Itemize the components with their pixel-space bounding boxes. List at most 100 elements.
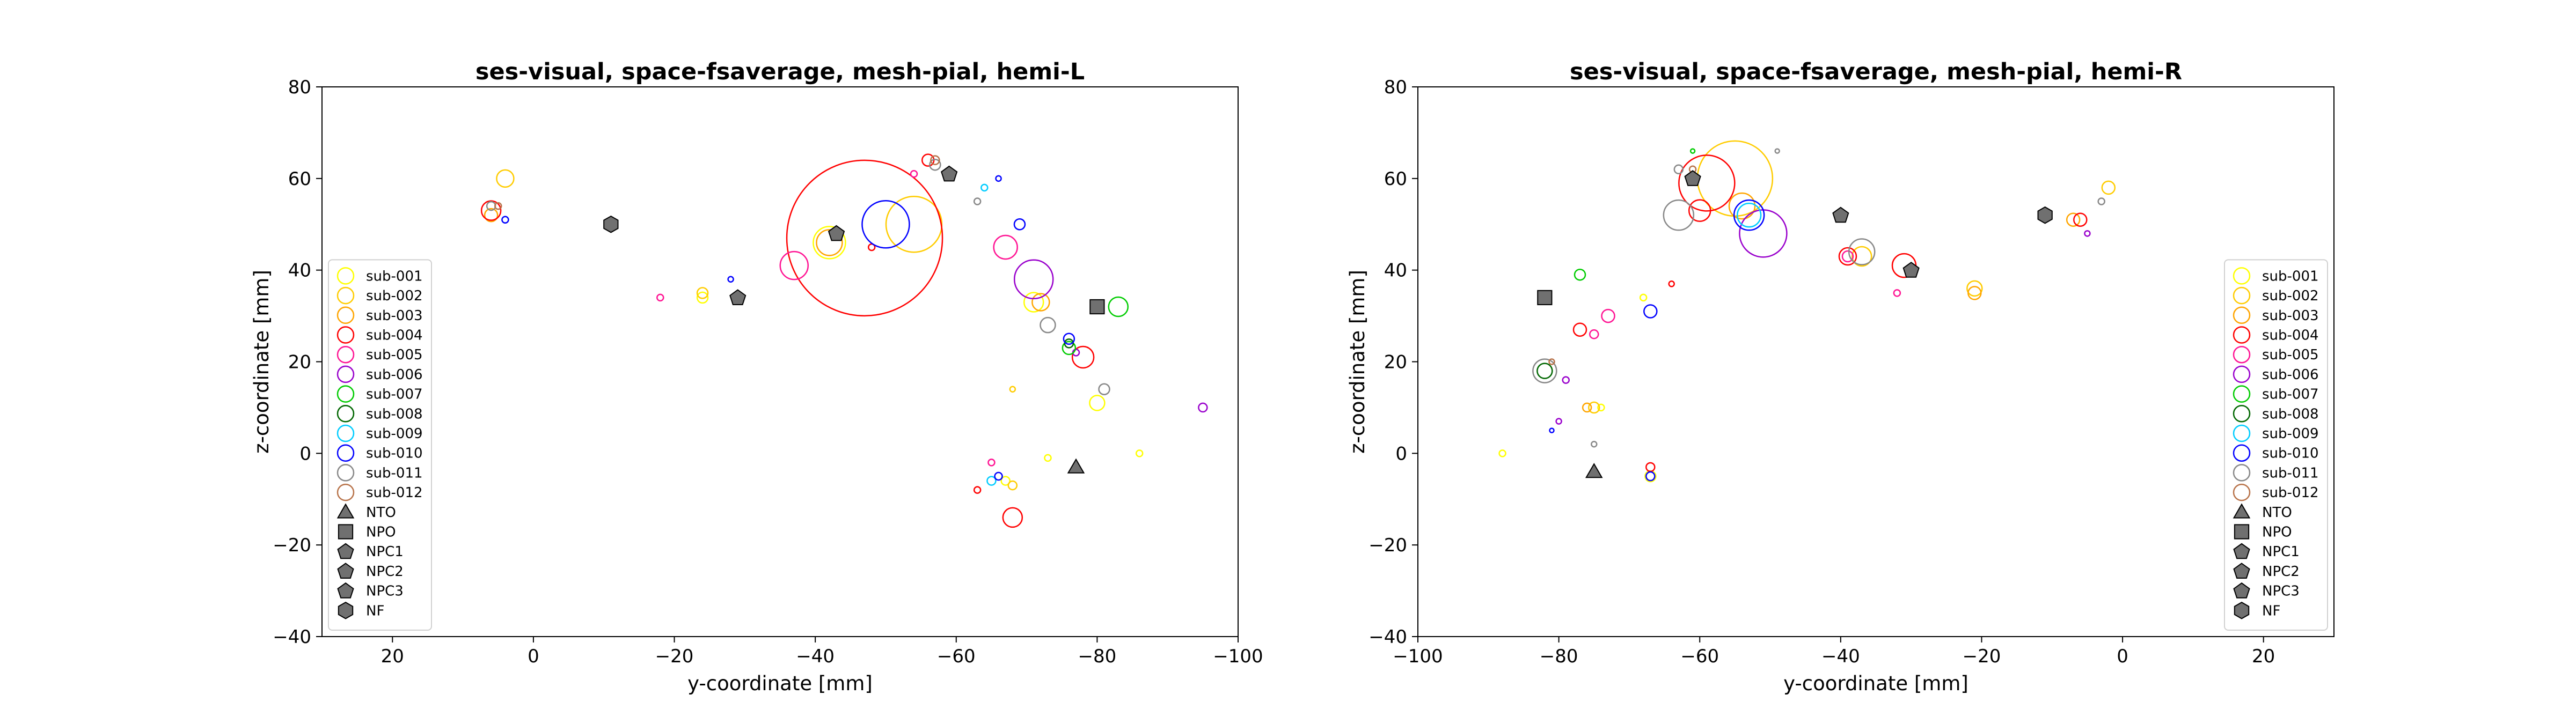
data-point-sub-010 (1733, 199, 1765, 231)
legend-label-sub-003: sub-003 (366, 308, 423, 324)
legend-marker-sub-009 (2233, 424, 2251, 442)
legend-label-NTO: NTO (366, 505, 396, 521)
legend-label-sub-011: sub-011 (2262, 465, 2319, 481)
data-point-sub-005 (993, 234, 1018, 260)
legend-label-NPO: NPO (2262, 524, 2292, 541)
data-point-sub-011 (1663, 199, 1695, 231)
legend-marker-NF (338, 601, 354, 619)
data-point-sub-011 (1040, 316, 1056, 334)
legend-marker-NPC2 (337, 563, 354, 579)
legend-label-sub-001: sub-001 (366, 268, 423, 284)
data-point-sub-004 (1838, 247, 1857, 266)
data-point-sub-001 (1044, 454, 1052, 462)
data-point-sub-003 (1031, 293, 1050, 312)
data-point-sub-001 (1498, 449, 1506, 457)
legend-label-sub-011: sub-011 (366, 465, 423, 481)
chart-title: ses-visual, space-fsaverage, mesh-pial, … (1570, 58, 2182, 85)
data-point-sub-004 (2073, 212, 2088, 227)
legend-label-sub-003: sub-003 (2262, 308, 2319, 324)
chart-panel-1: 20 0 −20 −40 −60 −80 −100 80 60 40 20 0 −20 −40 ses-vi… (250, 58, 1263, 695)
data-point-sub-006 (1013, 259, 1054, 299)
data-point-sub-010 (1063, 333, 1075, 345)
data-point-sub-003 (2066, 212, 2081, 227)
data-point-sub-008 (1536, 363, 1553, 379)
legend-marker-sub-008 (2233, 405, 2251, 423)
legend-marker-sub-003 (2233, 306, 2251, 324)
data-point-sub-001 (1000, 476, 1011, 486)
landmark-NPC1 (828, 225, 845, 241)
data-point-sub-005 (1841, 250, 1854, 263)
data-point-sub-003 (1967, 286, 1982, 300)
x-axis-label: y-coordinate [mm] (1783, 672, 1968, 695)
data-point-sub-004 (1688, 199, 1711, 222)
plot-frame (321, 86, 1239, 637)
data-layer (480, 153, 1208, 528)
legend-label-sub-006: sub-006 (2262, 367, 2319, 383)
data-point-sub-011 (1774, 148, 1780, 154)
legend-marker-sub-007 (336, 385, 355, 403)
legend-label-sub-002: sub-002 (366, 288, 423, 304)
legend-label-sub-004: sub-004 (366, 328, 423, 344)
y-tick-label: −20 (1368, 535, 1407, 556)
data-point-sub-006 (2084, 230, 2091, 237)
legend-marker-NPC3 (2233, 582, 2250, 599)
data-point-sub-005 (987, 459, 996, 467)
legend-label-sub-009: sub-009 (366, 426, 423, 442)
data-point-sub-010 (861, 200, 910, 249)
x-tick-label: 20 (381, 646, 404, 667)
legend-marker-NPC1 (2233, 543, 2250, 559)
legend-label-NPC2: NPC2 (366, 564, 404, 580)
data-point-sub-004 (1071, 345, 1095, 369)
legend-marker-sub-005 (336, 345, 355, 364)
data-point-sub-004 (1002, 507, 1023, 528)
data-point-sub-001 (1089, 395, 1106, 411)
data-point-sub-011 (1591, 441, 1598, 448)
legend-label-sub-004: sub-004 (2262, 328, 2319, 344)
legend-label-sub-006: sub-006 (366, 367, 423, 383)
legend-label-NPO: NPO (366, 524, 396, 541)
x-tick-label: −40 (1821, 646, 1860, 667)
legend-label-NPC3: NPC3 (2262, 583, 2300, 600)
legend-label-sub-005: sub-005 (2262, 347, 2319, 363)
legend-label-NPC2: NPC2 (2262, 564, 2300, 580)
legend-label-sub-007: sub-007 (2262, 387, 2319, 403)
data-point-sub-002 (696, 287, 709, 299)
x-tick-label: −20 (1963, 646, 2001, 667)
legend-marker-NTO (2233, 503, 2251, 519)
data-point-sub-002 (1009, 386, 1016, 393)
data-point-sub-004 (973, 486, 982, 494)
data-point-sub-001 (696, 291, 709, 304)
legend-marker-sub-009 (336, 424, 355, 442)
legend-label-sub-007: sub-007 (366, 387, 423, 403)
landmark-NPC3 (1902, 262, 1920, 278)
legend-marker-sub-004 (2233, 326, 2251, 344)
data-point-sub-002 (885, 196, 943, 253)
x-tick-label: −20 (655, 646, 694, 667)
data-point-sub-008 (1064, 338, 1074, 349)
data-point-sub-005 (910, 170, 918, 178)
y-axis-label: z-coordinate [mm] (1346, 270, 1369, 454)
legend-marker-sub-001 (336, 267, 355, 285)
legend-label-NF: NF (2262, 603, 2280, 619)
y-tick-label: −40 (273, 626, 311, 648)
legend-marker-sub-011 (2233, 464, 2251, 482)
data-point-sub-005 (1589, 329, 1599, 339)
data-point-sub-011 (929, 158, 941, 171)
legend-label-NPC3: NPC3 (366, 583, 404, 600)
legend-label-NPC1: NPC1 (2262, 544, 2300, 560)
data-point-sub-010 (1013, 218, 1026, 231)
data-point-sub-005 (1893, 289, 1901, 297)
landmark-NTO (1585, 463, 1603, 478)
legend-label-sub-010: sub-010 (2262, 446, 2319, 462)
legend-marker-NPC1 (337, 543, 354, 559)
y-tick-label: 80 (1384, 77, 1407, 98)
data-point-sub-002 (2101, 180, 2116, 195)
data-point-sub-011 (1848, 238, 1876, 265)
data-point-sub-002 (496, 169, 515, 188)
data-point-sub-010 (1549, 427, 1555, 433)
y-tick-label: 60 (288, 168, 311, 190)
data-point-sub-007 (1689, 148, 1696, 154)
landmark-NF (603, 215, 619, 233)
x-tick-label: 20 (2252, 646, 2275, 667)
x-tick-label: −60 (937, 646, 976, 667)
